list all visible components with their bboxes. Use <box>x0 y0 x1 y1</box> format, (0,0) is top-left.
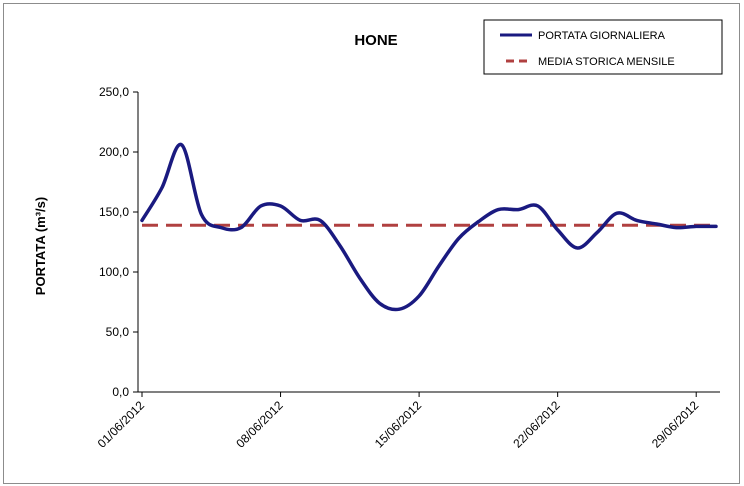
legend-label-daily: PORTATA GIORNALIERA <box>538 30 666 42</box>
y-tick-label: 50,0 <box>106 325 130 339</box>
x-tick-label: 29/06/2012 <box>649 398 702 451</box>
y-axis-label: PORTATA (m³/s) <box>33 197 48 295</box>
x-tick-label: 15/06/2012 <box>372 398 425 451</box>
legend: PORTATA GIORNALIERA MEDIA STORICA MENSIL… <box>483 19 723 75</box>
y-axis-ticks: 0,0 50,0 100,0 150,0 200,0 250,0 <box>99 85 138 399</box>
x-tick-label: 22/06/2012 <box>510 398 563 451</box>
chart-title: HONE <box>354 32 397 49</box>
y-tick-label: 150,0 <box>99 205 129 219</box>
y-tick-label: 250,0 <box>99 85 129 99</box>
axes <box>137 92 720 393</box>
chart-frame <box>3 3 740 484</box>
y-tick-label: 100,0 <box>99 265 129 279</box>
x-tick-label: 08/06/2012 <box>233 398 286 451</box>
series-portata-giornaliera <box>140 143 718 312</box>
series-layer <box>140 143 718 312</box>
x-axis-ticks: 01/06/2012 08/06/2012 15/06/2012 22/06/2012… <box>95 392 702 451</box>
y-tick-label: 200,0 <box>99 145 129 159</box>
x-tick-label: 01/06/2012 <box>95 398 148 451</box>
legend-box <box>483 19 723 75</box>
legend-label-mean: MEDIA STORICA MENSILE <box>538 56 675 68</box>
y-tick-label: 0,0 <box>112 385 129 399</box>
